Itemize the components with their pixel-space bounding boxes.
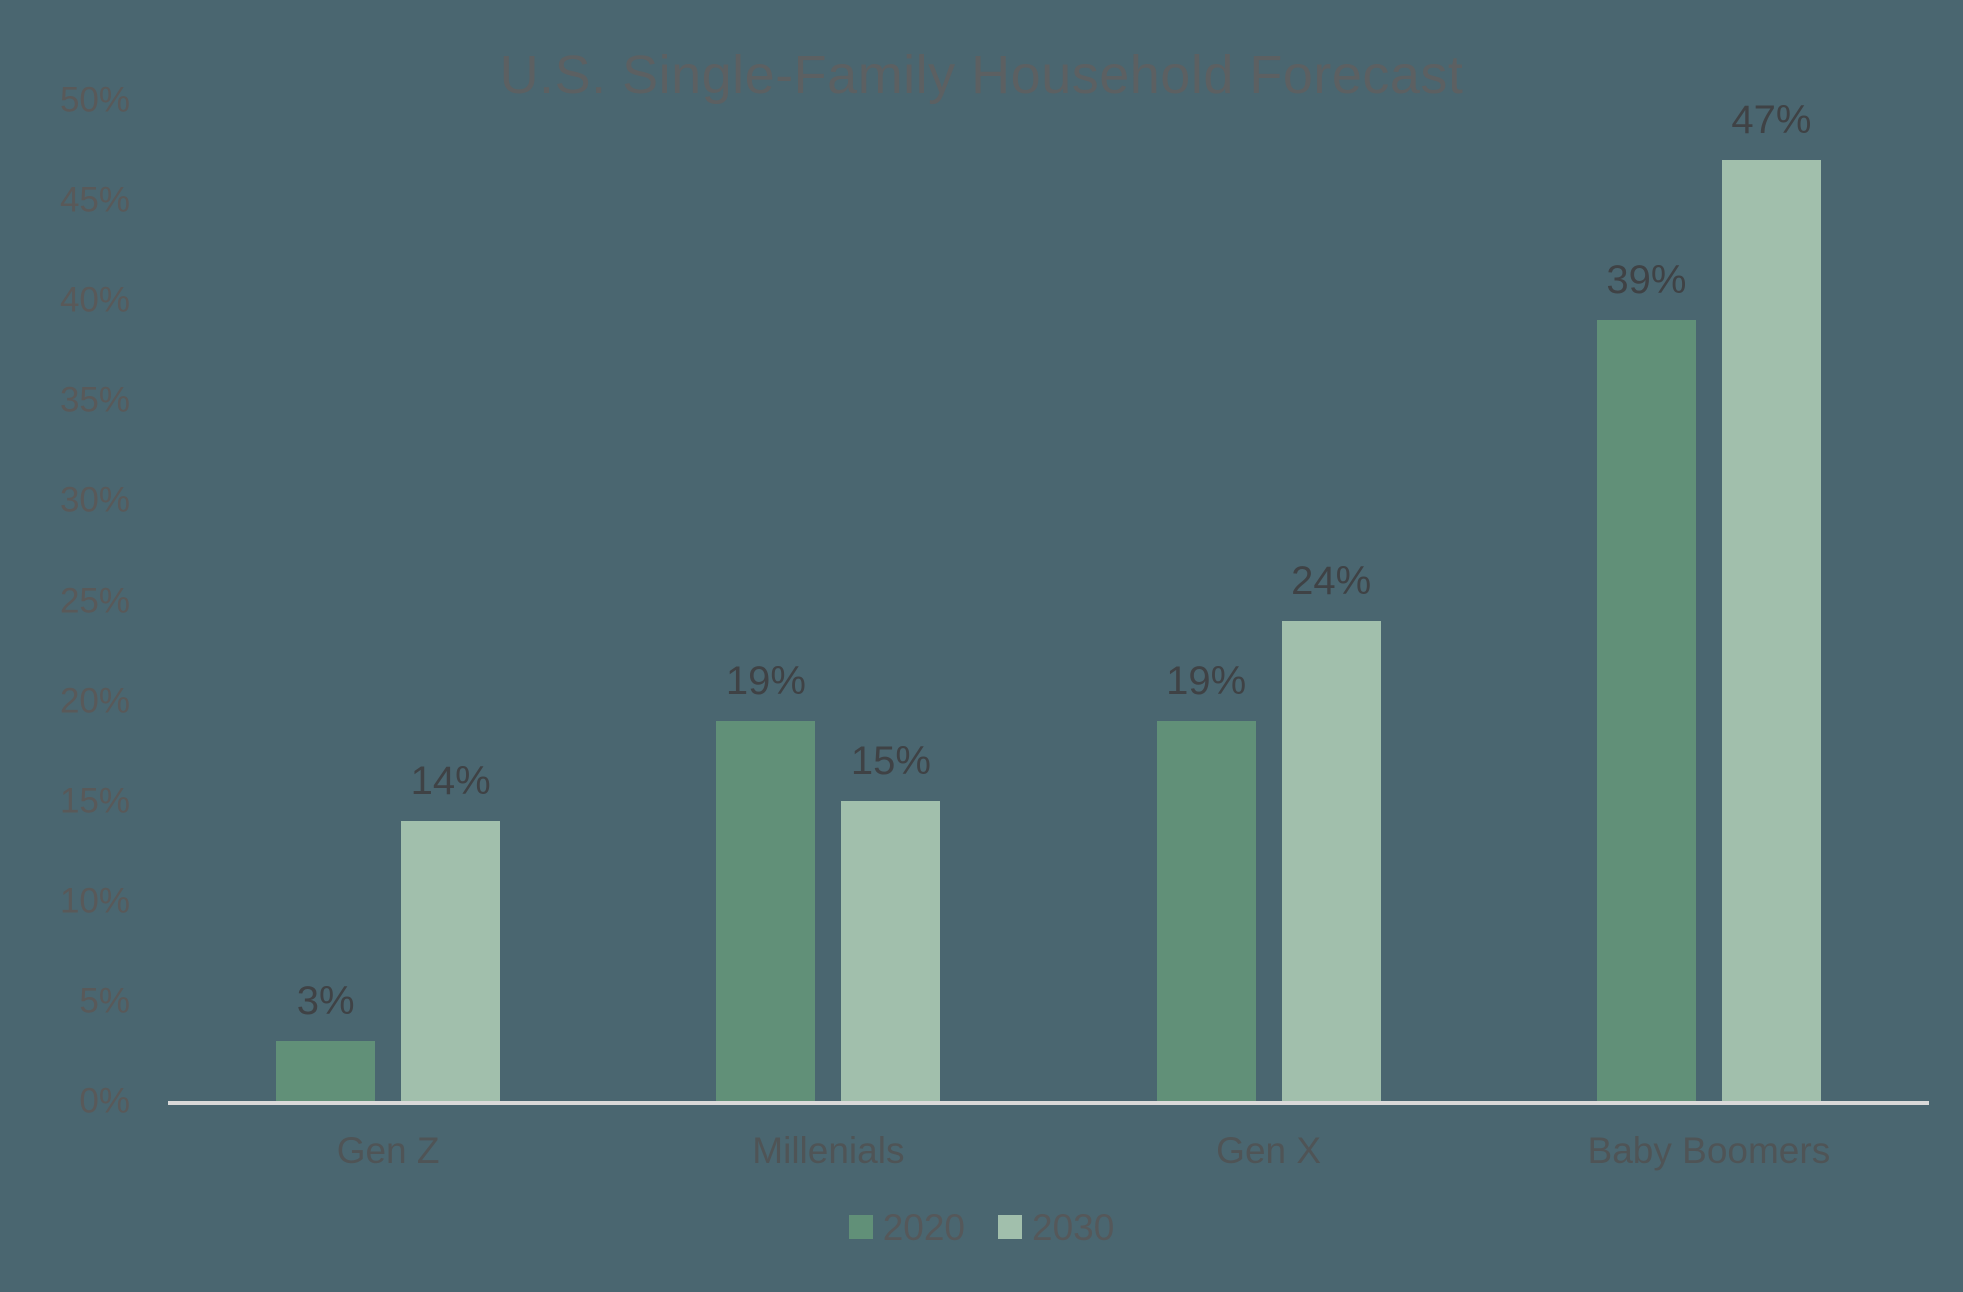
data-label-2020-millenials: 19%	[725, 658, 806, 703]
data-label-2030-gen-x: 24%	[1291, 558, 1372, 603]
bar-2020-gen-z	[276, 1040, 376, 1101]
data-label-2020-gen-z: 3%	[296, 978, 355, 1023]
data-label-2030-baby-boomers: 47%	[1731, 98, 1812, 143]
y-tick-label: 40%	[59, 280, 130, 320]
data-label-2020-baby-boomers: 39%	[1606, 258, 1687, 303]
y-tick-label: 10%	[59, 881, 130, 921]
x-axis-line	[168, 1101, 1929, 1105]
legend-item-2030: 2030	[998, 1209, 1114, 1246]
plot-area: 3% 14% 19% 15% 19% 24% 39% 47%	[168, 100, 1929, 1101]
y-tick-label: 15%	[59, 781, 130, 821]
y-tick-label: 25%	[59, 581, 130, 620]
chart-title: U.S. Single-Family Household Forecast	[499, 45, 1464, 105]
category-label-gen-x: Gen X	[1216, 1130, 1322, 1171]
y-tick-label: 45%	[59, 180, 130, 220]
y-tick-label: 35%	[59, 380, 130, 420]
bar-2030-gen-z	[401, 820, 501, 1101]
data-label-2030-gen-z: 14%	[410, 758, 491, 803]
category-label-gen-z: Gen Z	[336, 1130, 440, 1171]
legend-swatch-icon	[998, 1215, 1022, 1239]
legend: 2020 2030	[0, 1204, 1963, 1250]
legend-label: 2020	[882, 1206, 965, 1248]
bar-2030-millenials	[841, 800, 941, 1101]
bar-2020-baby-boomers	[1596, 320, 1696, 1101]
y-tick-label: 30%	[59, 480, 130, 520]
legend-label: 2030	[1032, 1206, 1115, 1248]
y-tick-label: 0%	[79, 1081, 130, 1121]
data-label-2020-gen-x: 19%	[1166, 658, 1247, 703]
bar-2020-gen-x	[1156, 720, 1256, 1101]
legend-item-2020: 2020	[848, 1206, 965, 1248]
data-label-2030-millenials: 15%	[850, 738, 931, 783]
bar-2030-gen-x	[1281, 620, 1381, 1101]
category-label-baby-boomers: Baby Boomers	[1587, 1130, 1831, 1171]
category-label-millenials: Millenials	[752, 1130, 905, 1171]
y-tick-label: 50%	[59, 80, 130, 120]
y-tick-label: 5%	[79, 981, 130, 1021]
bar-2030-baby-boomers	[1721, 160, 1821, 1101]
bar-2020-millenials	[716, 720, 816, 1101]
legend-swatch-icon	[848, 1215, 873, 1239]
y-tick-label: 20%	[59, 681, 130, 721]
